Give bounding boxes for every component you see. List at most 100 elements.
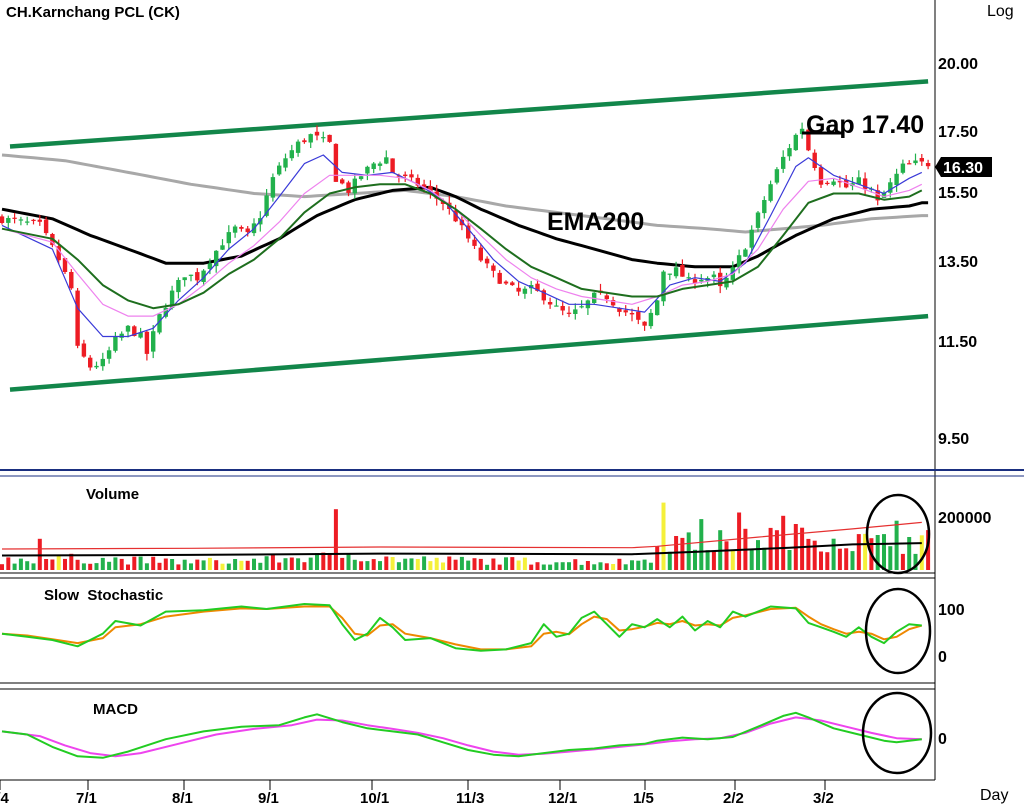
x-axis-tick-label: 2/2 bbox=[723, 790, 744, 806]
volume-bar bbox=[762, 547, 767, 570]
candle-body bbox=[900, 163, 906, 173]
candle-body bbox=[825, 182, 830, 184]
volume-bar bbox=[907, 537, 912, 570]
volume-bar bbox=[258, 562, 263, 570]
candle-body bbox=[75, 290, 80, 346]
volume-bar bbox=[913, 553, 918, 570]
ema-slow-path bbox=[1, 183, 923, 310]
volume-ma-short-path bbox=[1, 542, 922, 557]
volume-bar bbox=[617, 558, 622, 570]
price-tick-label: 20.00 bbox=[938, 56, 978, 73]
volume-bar bbox=[919, 535, 924, 570]
volume-bar bbox=[642, 559, 647, 570]
volume-bar bbox=[711, 551, 716, 570]
volume-bar bbox=[75, 559, 80, 570]
candle-body bbox=[856, 177, 861, 185]
candle-body bbox=[888, 182, 893, 193]
candle-body bbox=[358, 176, 364, 180]
volume-bar bbox=[661, 502, 666, 570]
candle-body bbox=[132, 326, 137, 336]
volume-bar bbox=[680, 537, 685, 570]
volume-bar bbox=[403, 558, 408, 570]
candle-body bbox=[755, 212, 761, 228]
candle-body bbox=[604, 295, 609, 300]
volume-bar bbox=[63, 558, 67, 570]
x-axis-tick-label: 9/1 bbox=[258, 790, 279, 806]
candle-body bbox=[793, 134, 798, 151]
candle-body bbox=[907, 163, 912, 165]
volume-bar bbox=[806, 538, 811, 570]
candle-body bbox=[12, 217, 17, 219]
volume-bar bbox=[655, 546, 660, 570]
volume-bar bbox=[630, 560, 634, 570]
candle-body bbox=[554, 305, 559, 307]
candle-body bbox=[214, 250, 219, 267]
volume-bar bbox=[352, 559, 357, 570]
candle-body bbox=[340, 179, 345, 184]
volume-bar bbox=[327, 553, 332, 570]
volume-bar bbox=[6, 557, 11, 570]
candle-body bbox=[881, 192, 887, 198]
candle-body bbox=[875, 190, 880, 201]
volume-bar bbox=[12, 563, 17, 570]
volume-title: Volume bbox=[86, 486, 139, 503]
volume-bar bbox=[0, 564, 4, 570]
x-axis-unit-label: Day bbox=[980, 787, 1008, 804]
candle-body bbox=[176, 280, 181, 293]
volume-bar bbox=[781, 515, 786, 570]
volume-bar bbox=[705, 550, 710, 570]
candle-body bbox=[352, 178, 357, 194]
volume-bar bbox=[56, 554, 61, 570]
volume-bar bbox=[81, 563, 86, 570]
ema200-label: EMA200 bbox=[547, 208, 644, 236]
volume-highlight-circle bbox=[865, 493, 931, 575]
price-tick-label: 17.50 bbox=[938, 124, 978, 141]
volume-bar bbox=[548, 564, 553, 570]
candle-body bbox=[283, 158, 288, 168]
volume-bar bbox=[787, 550, 792, 570]
volume-bar bbox=[365, 561, 370, 570]
candle-body bbox=[774, 169, 780, 183]
ema-200-line bbox=[1, 153, 929, 234]
volume-bar bbox=[466, 560, 471, 570]
candle-body bbox=[188, 274, 194, 276]
volume-bar bbox=[346, 554, 351, 570]
macd-lines bbox=[1, 711, 922, 759]
chart-title: CH.Karnchang PCL (CK) bbox=[6, 4, 180, 21]
volume-bar bbox=[252, 558, 256, 570]
candle-body bbox=[113, 337, 118, 351]
ema-200-path bbox=[1, 153, 929, 234]
volume-bar bbox=[529, 564, 534, 570]
scale-label: Log bbox=[987, 3, 1014, 20]
candle-body bbox=[371, 163, 376, 169]
macd-title: MACD bbox=[93, 701, 138, 718]
volume-bar bbox=[245, 560, 250, 570]
candle-body bbox=[623, 310, 628, 313]
candle-body bbox=[497, 272, 502, 284]
candle-body bbox=[541, 290, 546, 301]
price-tick-label: 11.50 bbox=[938, 334, 977, 351]
volume-bar bbox=[453, 559, 458, 570]
candle-body bbox=[510, 282, 515, 286]
volume-bar bbox=[170, 559, 175, 570]
volume-bar bbox=[648, 562, 653, 570]
volume-bar bbox=[573, 559, 578, 570]
candle-body bbox=[384, 157, 389, 164]
candle-body bbox=[699, 279, 704, 282]
volume-bar bbox=[693, 549, 697, 570]
volume-bar bbox=[882, 534, 886, 570]
volume-bar bbox=[541, 564, 546, 570]
candle-body bbox=[919, 158, 924, 162]
candle-body bbox=[6, 218, 11, 223]
price-y-axis: 20.00 17.50 15.50 13.50 11.50 9.50 bbox=[938, 56, 978, 448]
volume-bar bbox=[220, 563, 225, 570]
volume-bar bbox=[459, 556, 464, 570]
candle-body bbox=[636, 311, 641, 320]
candle-body bbox=[655, 300, 660, 316]
volume-bar bbox=[441, 562, 445, 570]
volume-bar bbox=[926, 530, 931, 570]
volume-bar bbox=[18, 558, 23, 570]
candle-body bbox=[232, 226, 238, 233]
candle-body bbox=[573, 309, 578, 314]
